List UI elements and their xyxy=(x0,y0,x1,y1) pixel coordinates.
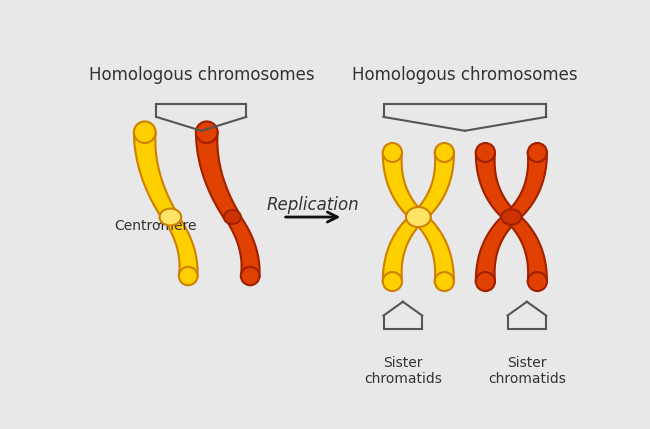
Text: Homologous chromosomes: Homologous chromosomes xyxy=(352,66,578,84)
Polygon shape xyxy=(507,152,547,222)
Polygon shape xyxy=(227,213,259,277)
Ellipse shape xyxy=(224,210,241,224)
Text: Replication: Replication xyxy=(266,196,359,214)
Ellipse shape xyxy=(383,143,402,162)
Polygon shape xyxy=(383,212,423,282)
Text: Sister
chromatids: Sister chromatids xyxy=(488,356,566,386)
Polygon shape xyxy=(383,152,423,222)
Ellipse shape xyxy=(134,121,155,143)
Ellipse shape xyxy=(159,208,181,226)
Text: Centromere: Centromere xyxy=(114,219,197,233)
Ellipse shape xyxy=(241,267,259,285)
Text: Sister
chromatids: Sister chromatids xyxy=(364,356,442,386)
Ellipse shape xyxy=(383,272,402,291)
Ellipse shape xyxy=(501,209,521,225)
Ellipse shape xyxy=(179,267,198,285)
Ellipse shape xyxy=(435,272,454,291)
Polygon shape xyxy=(196,132,239,221)
Polygon shape xyxy=(164,213,198,277)
Polygon shape xyxy=(414,212,454,282)
Polygon shape xyxy=(414,152,454,222)
Polygon shape xyxy=(476,212,516,282)
Polygon shape xyxy=(507,212,547,282)
Ellipse shape xyxy=(406,207,431,227)
Ellipse shape xyxy=(435,143,454,162)
Ellipse shape xyxy=(528,272,547,291)
Ellipse shape xyxy=(196,121,218,143)
Ellipse shape xyxy=(476,143,495,162)
Ellipse shape xyxy=(528,143,547,162)
Ellipse shape xyxy=(476,272,495,291)
Text: Homologous chromosomes: Homologous chromosomes xyxy=(88,66,314,84)
Polygon shape xyxy=(476,152,516,222)
Polygon shape xyxy=(134,132,177,221)
